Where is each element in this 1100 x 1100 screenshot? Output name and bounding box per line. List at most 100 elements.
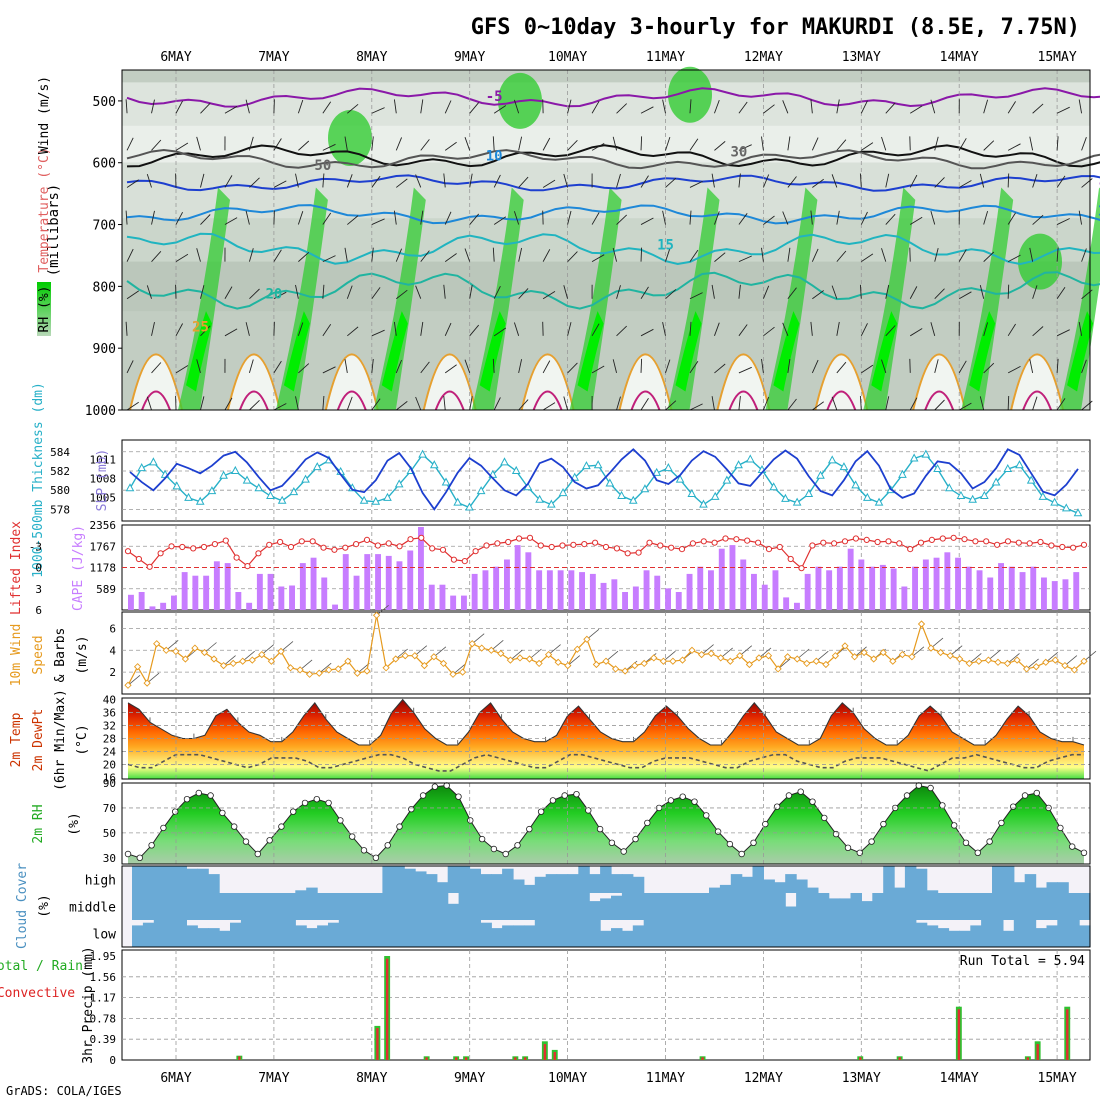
isotherm-30 xyxy=(141,390,171,411)
rh-marker xyxy=(809,798,816,805)
li-marker xyxy=(722,535,729,542)
cloud-cell xyxy=(741,920,754,947)
cloud-cover-panel: high middle low Cloud Cover (%) xyxy=(15,863,1091,949)
bottom-date-label: 11MAY xyxy=(646,1071,685,1086)
rh-marker xyxy=(254,850,261,858)
wind-barb xyxy=(1032,285,1038,299)
rh-marker xyxy=(632,835,639,843)
li-marker xyxy=(450,556,457,563)
isotherm-30 xyxy=(826,390,857,411)
wind-barb xyxy=(612,359,617,374)
bottom-date-label: 15MAY xyxy=(1038,1071,1077,1086)
wind-barb xyxy=(1032,214,1044,225)
cape-bar xyxy=(761,584,768,610)
wind-barb xyxy=(662,210,666,225)
panel-frame xyxy=(121,865,1091,948)
surface-wind-barb xyxy=(930,637,944,649)
thickness-marker xyxy=(511,465,521,474)
pressure-tick: 800 xyxy=(93,280,116,295)
cloud-cell xyxy=(208,874,220,893)
li-marker xyxy=(831,540,838,547)
cloud-cell xyxy=(763,920,775,947)
wind-barb xyxy=(224,175,233,188)
surface-wind-barb xyxy=(548,644,561,655)
wind-barb xyxy=(665,177,677,188)
wind-barb xyxy=(175,211,183,225)
wind-barb xyxy=(979,173,985,188)
rh-band xyxy=(122,82,1090,126)
rh-marker xyxy=(608,839,616,846)
surface-wind-barb xyxy=(471,633,485,645)
wind-barb xyxy=(1007,173,1010,188)
cloud-cell xyxy=(752,893,764,920)
cloud-cell xyxy=(992,866,1004,893)
thickness-marker xyxy=(605,478,615,487)
cloud-cell xyxy=(480,922,492,947)
cape-bar xyxy=(794,602,800,610)
wind-speed-marker xyxy=(870,655,878,663)
wind-barb xyxy=(1081,248,1087,262)
wind-barb xyxy=(518,359,523,374)
rh-marker xyxy=(1033,789,1040,797)
convective-precip-bar xyxy=(425,1057,428,1060)
wind-barb xyxy=(371,218,385,225)
wind-barb xyxy=(738,284,741,299)
li-marker xyxy=(776,543,783,551)
wind-barb xyxy=(616,285,621,299)
temp-tick: 16 xyxy=(103,771,116,784)
wind-barb xyxy=(885,213,896,225)
wind-barb xyxy=(420,139,430,151)
rh-marker xyxy=(691,798,698,805)
cloud-cell xyxy=(425,893,438,920)
thickness-marker xyxy=(230,465,240,474)
wind-barb xyxy=(567,139,578,151)
wind-barb xyxy=(395,401,408,411)
cloud-cell xyxy=(578,866,590,893)
wind-barb xyxy=(1007,395,1010,411)
cloud-cell xyxy=(894,887,906,893)
wind-barb xyxy=(346,285,353,299)
wind-speed-marker xyxy=(736,652,744,660)
wind-speed-marker xyxy=(334,665,342,673)
wind-axis-label: 10m Wind xyxy=(9,624,24,687)
wind-barb xyxy=(738,366,752,374)
wind-barb xyxy=(420,99,424,114)
wind-barb xyxy=(151,322,155,336)
isotherm-line xyxy=(126,204,1100,225)
wind-barb xyxy=(492,358,495,373)
convective-precip-bar xyxy=(376,1028,379,1060)
cloud-cell xyxy=(415,871,427,893)
cloud-cell xyxy=(654,893,666,920)
cape-bar xyxy=(568,570,575,610)
cloud-cell xyxy=(393,920,405,947)
wind-barb xyxy=(958,402,972,411)
surface-wind-barb xyxy=(1083,650,1097,662)
cape-bar xyxy=(461,595,467,610)
surface-wind-barb xyxy=(739,645,753,657)
wind-speed-marker xyxy=(535,659,543,668)
wind-barb xyxy=(444,364,457,374)
slp-line xyxy=(129,448,1079,511)
wind-barb xyxy=(567,322,572,336)
cloud-cell xyxy=(436,882,449,893)
thickness-marker xyxy=(1015,460,1024,469)
wind-barb xyxy=(444,141,457,151)
wind-barb xyxy=(812,290,824,300)
cape-bar xyxy=(1030,566,1037,610)
rh-marker xyxy=(219,809,226,817)
wind-barb xyxy=(273,291,287,300)
top-date-label: 15MAY xyxy=(1038,50,1077,65)
cloud-cell xyxy=(230,893,242,920)
wind-barb xyxy=(542,402,556,411)
bottom-date-label: 13MAY xyxy=(842,1071,881,1086)
cloud-cell xyxy=(937,928,950,947)
cape-bar xyxy=(611,579,618,610)
wind-barb xyxy=(1056,218,1070,225)
wind-barb xyxy=(151,210,155,225)
surface-wind-barb xyxy=(796,648,810,660)
wind-barb xyxy=(125,99,128,114)
wind-barb xyxy=(125,210,128,225)
cape-bar xyxy=(858,559,865,610)
li-marker xyxy=(548,543,555,551)
surface-wind-barb xyxy=(1045,651,1059,663)
